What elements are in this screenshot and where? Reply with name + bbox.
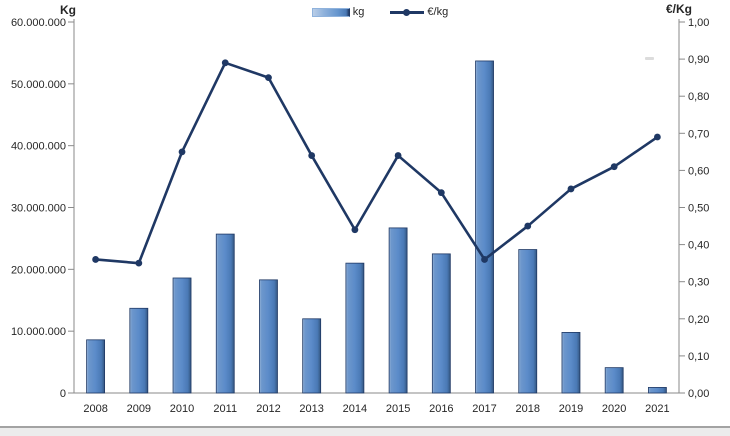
x-label-2016: 2016: [429, 403, 453, 415]
bar-2019: [561, 332, 581, 394]
marker-2014: [351, 226, 359, 234]
left-axis-title: Kg: [60, 3, 76, 17]
right-tick-label: 0,50: [688, 203, 709, 215]
legend-item-kg: kg: [311, 6, 365, 18]
marker-2009: [135, 259, 143, 267]
left-tick-label: 0: [60, 388, 66, 400]
x-label-2018: 2018: [516, 403, 540, 415]
marker-2021: [653, 133, 661, 141]
right-tick-label: 0,70: [688, 128, 709, 140]
left-tick-label: 30.000.000: [11, 203, 66, 215]
bar-2017: [475, 60, 494, 394]
x-label-2014: 2014: [343, 403, 367, 415]
legend-label-eur-per-kg: €/kg: [427, 6, 449, 18]
marker-2019: [567, 185, 575, 193]
x-label-2013: 2013: [299, 403, 323, 415]
bar-swatch-icon: [311, 7, 350, 17]
bar-2009: [129, 307, 149, 394]
left-tick-label: 20.000.000: [11, 264, 66, 276]
x-label-2011: 2011: [213, 403, 237, 415]
right-tick-label: 0,20: [688, 314, 709, 326]
right-tick-label: 0,10: [688, 351, 709, 363]
bar-2008: [86, 339, 106, 394]
marker-2013: [308, 152, 316, 159]
legend: kg €/kg: [265, 4, 495, 20]
eur-per-kg-line: [94, 61, 659, 265]
x-label-2010: 2010: [170, 403, 194, 415]
bar-2016: [431, 253, 451, 394]
bar-2015: [388, 227, 408, 394]
right-axis-title: €/Kg: [666, 2, 693, 16]
marker-2017: [481, 256, 488, 263]
marker-2012: [265, 74, 272, 82]
left-tick-label: 60.000.000: [11, 17, 66, 29]
bar-2018: [518, 249, 538, 394]
bar-2020: [604, 367, 624, 394]
x-label-2019: 2019: [559, 403, 583, 415]
right-tick-label: 0,90: [688, 54, 709, 66]
right-tick-label: 0,60: [688, 165, 709, 177]
legend-item-eur-per-kg: €/kg: [390, 6, 448, 18]
left-tick-label: 50.000.000: [11, 79, 66, 91]
bar-2013: [302, 318, 322, 394]
window-bottom-edge: [0, 426, 730, 436]
bar-2021: [647, 387, 667, 394]
left-tick-label: 40.000.000: [11, 141, 66, 153]
right-tick-label: 1,00: [688, 17, 709, 29]
x-label-2008: 2008: [83, 403, 107, 415]
right-tick-label: 0,80: [688, 91, 709, 103]
marker-2011: [221, 59, 229, 67]
x-label-2009: 2009: [127, 403, 151, 415]
right-tick-label: 0,40: [688, 240, 709, 252]
right-tick-label: 0,00: [688, 388, 709, 400]
x-label-2015: 2015: [386, 403, 410, 415]
x-label-2012: 2012: [256, 403, 280, 415]
legend-label-kg: kg: [352, 6, 365, 18]
marker-2020: [610, 163, 618, 171]
x-label-2017: 2017: [472, 403, 496, 415]
bar-2011: [215, 233, 235, 394]
marker-2016: [437, 189, 445, 197]
right-tick-label: 0,30: [688, 277, 709, 289]
marker-2015: [394, 152, 402, 159]
bar-2014: [345, 262, 365, 394]
bar-2012: [259, 279, 278, 394]
marker-2018: [524, 222, 532, 230]
screen-artifact-mark: [645, 57, 654, 60]
combo-chart-plot: 60.000.000 50.000.000 40.000.000 30.000.000…: [11, 17, 709, 415]
marker-2008: [92, 256, 100, 263]
x-label-2021: 2021: [645, 403, 669, 415]
bar-2010: [172, 277, 192, 394]
left-tick-label: 10.000.000: [11, 326, 66, 338]
x-label-2020: 2020: [602, 403, 626, 415]
marker-2010: [178, 148, 186, 156]
line-marker-swatch-icon: [390, 8, 425, 17]
